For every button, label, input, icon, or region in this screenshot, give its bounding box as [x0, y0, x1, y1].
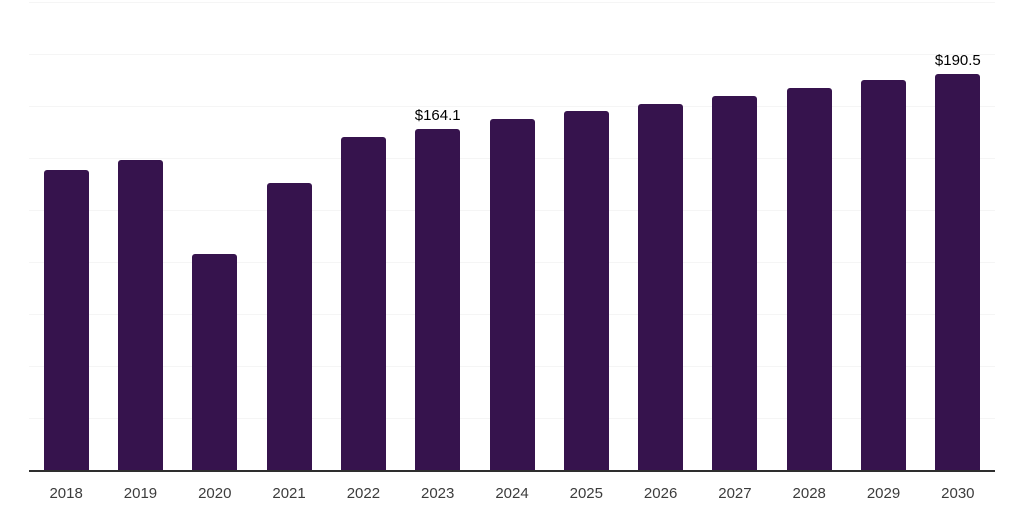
x-tick-label-2024: 2024 — [495, 485, 529, 502]
data-label-2030: $190.5 — [934, 51, 981, 69]
bar-2022[interactable] — [340, 136, 386, 470]
gridline — [29, 106, 995, 107]
x-tick-label-2021: 2021 — [272, 485, 306, 502]
data-label-2023: $164.1 — [414, 106, 461, 124]
bar-2027[interactable] — [712, 96, 758, 470]
bar-2021[interactable] — [266, 183, 312, 470]
bar-2028[interactable] — [786, 87, 832, 470]
x-tick-label-2027: 2027 — [718, 485, 752, 502]
x-axis-line — [29, 470, 995, 472]
bar-2023[interactable] — [415, 128, 461, 470]
bar-2019[interactable] — [117, 160, 163, 470]
bar-2026[interactable] — [638, 103, 684, 470]
x-tick-label-2019: 2019 — [123, 485, 158, 502]
plot-area: $164.1 $190.5 — [29, 0, 995, 470]
bar-2025[interactable] — [563, 110, 609, 470]
x-tick-label-2026: 2026 — [643, 485, 678, 502]
gridline — [29, 2, 995, 3]
bar-2030[interactable] — [935, 73, 981, 470]
x-tick-label-2018: 2018 — [49, 485, 83, 502]
x-tick-label-2030: 2030 — [941, 485, 975, 502]
x-tick-label-2022: 2022 — [346, 485, 381, 502]
gridline — [29, 54, 995, 55]
x-tick-label-2029: 2029 — [866, 485, 901, 502]
bar-2024[interactable] — [489, 119, 535, 470]
x-tick-label-2023: 2023 — [421, 485, 455, 502]
x-tick-label-2025: 2025 — [569, 485, 603, 502]
x-tick-label-2020: 2020 — [198, 485, 232, 502]
bar-2029[interactable] — [861, 79, 907, 470]
bar-2020[interactable] — [192, 254, 238, 470]
x-tick-label-2028: 2028 — [792, 485, 826, 502]
bar-2018[interactable] — [43, 170, 89, 470]
